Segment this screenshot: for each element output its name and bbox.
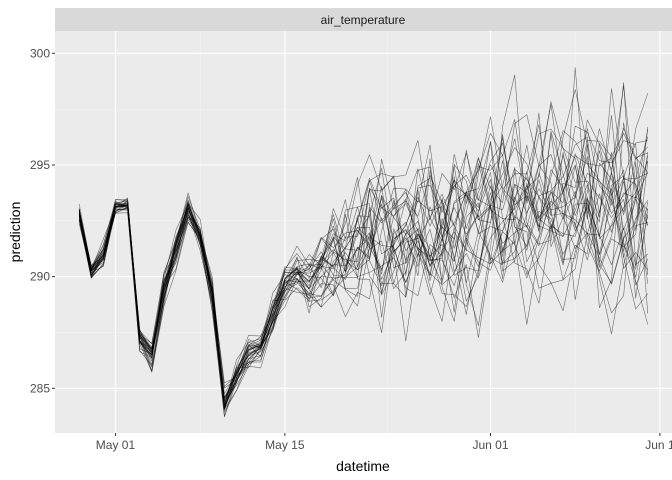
series-group — [78, 67, 649, 418]
ensemble-series-line — [78, 82, 649, 400]
facet-strip — [55, 8, 672, 31]
y-tick-label: 300 — [30, 46, 50, 60]
y-tick-label: 295 — [30, 158, 50, 172]
ensemble-series-line — [78, 126, 649, 411]
x-axis: May 01 May 15 Jun 01 Jun 1 — [96, 433, 672, 452]
y-axis: 285 290 295 300 — [30, 46, 55, 395]
ensemble-series-line — [78, 128, 649, 409]
x-tick-label: May 01 — [96, 438, 136, 452]
x-tick-label: May 15 — [265, 438, 305, 452]
y-axis-title: prediction — [7, 202, 23, 263]
ensemble-series-line — [78, 133, 649, 405]
facet-strip-label: air_temperature — [321, 13, 406, 27]
y-tick-label: 285 — [30, 381, 50, 395]
ensemble-series-line — [78, 67, 648, 384]
ensemble-series-line — [78, 142, 648, 394]
ensemble-series-line — [78, 161, 649, 411]
x-tick-label: Jun 1 — [645, 438, 672, 452]
x-tick-label: Jun 01 — [473, 438, 509, 452]
x-axis-title: datetime — [336, 458, 390, 474]
ensemble-series-line — [78, 128, 649, 407]
y-tick-label: 290 — [30, 270, 50, 284]
